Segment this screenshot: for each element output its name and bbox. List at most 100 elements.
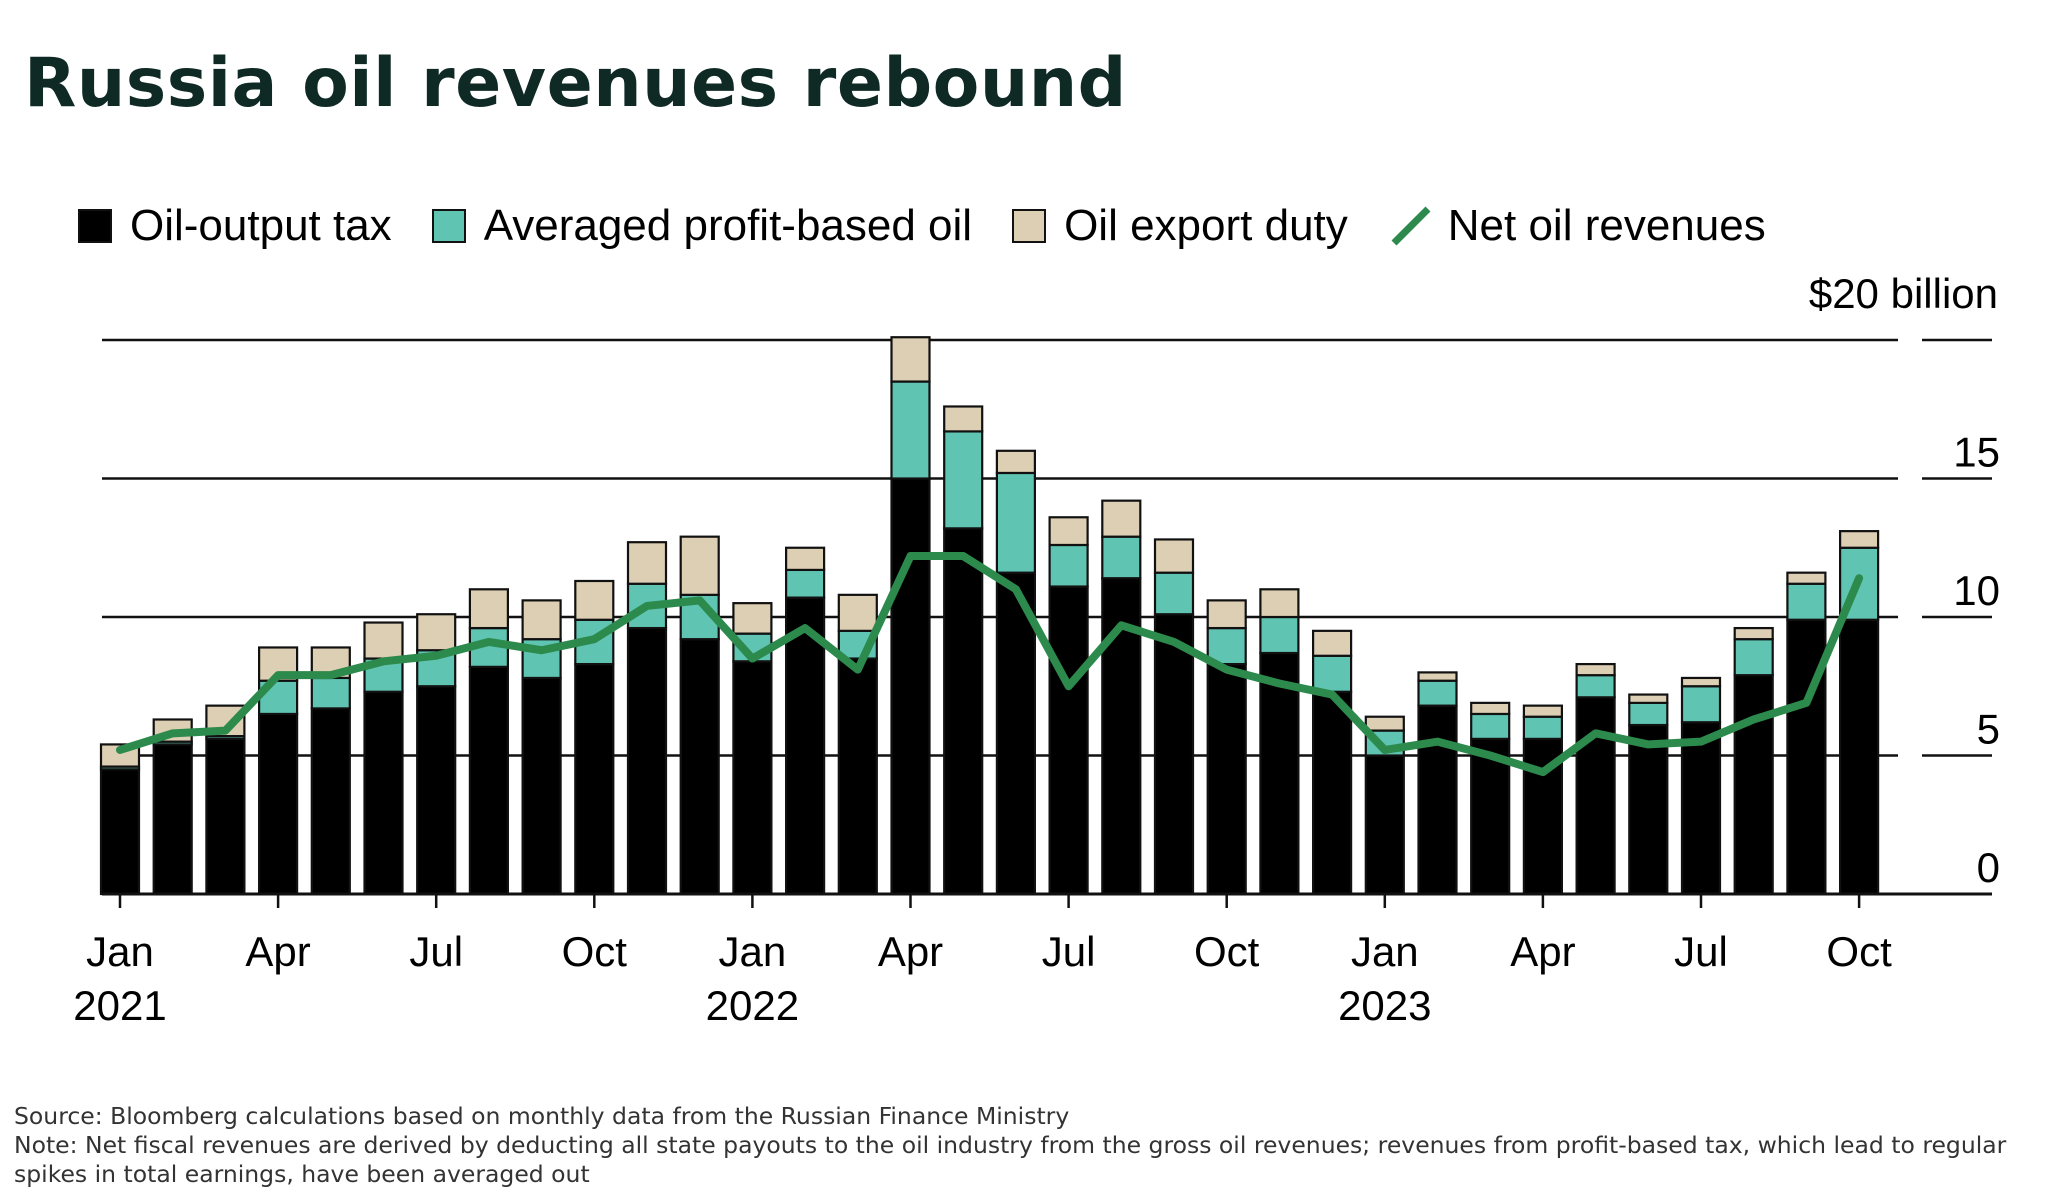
x-tick-label-2022-10: Oct: [1194, 928, 1260, 975]
legend-swatch-export-duty: [1012, 209, 1047, 243]
bar-export_duty-2023-04: [1522, 704, 1564, 718]
legend-item-profit-based: Averaged profit-based oil: [431, 201, 972, 251]
legend-swatch-profit-based: [431, 209, 466, 243]
net-oil-revenues-line: [116, 552, 1864, 777]
x-tick-label-2021-01: Jan: [86, 928, 154, 975]
x-tick-label-2022-04: Apr: [878, 928, 943, 975]
bar-export_duty-2023-05: [1575, 662, 1616, 677]
x-tick-label-2023-01: Jan: [1351, 928, 1419, 975]
bar-export_duty-2022-10: [1206, 599, 1247, 630]
bar-export_duty-2022-09: [1153, 538, 1195, 574]
bar-oil_output_tax-2021-05: [310, 707, 351, 896]
bar-export_duty-2022-05: [943, 405, 984, 433]
bar-oil_output_tax-2021-12: [679, 638, 720, 896]
bar-oil_output_tax-2022-03: [837, 657, 878, 896]
bar-profit_based-2022-06: [995, 471, 1037, 574]
bar-export_duty-2022-11: [1259, 588, 1300, 619]
bar-oil_output_tax-2023-02: [1417, 704, 1458, 896]
bar-oil_output_tax-2023-06: [1628, 723, 1669, 896]
legend-swatch-oil-output-tax: [78, 209, 112, 243]
bar-oil_output_tax-2021-03: [205, 737, 246, 896]
stacked-bar-chart: 0 5 10 15 Jan 2021 Apr Jul Oct Jan 2022 Apr Jul Oct Ja…: [73, 336, 2000, 1029]
bar-oil_output_tax-2022-01: [732, 660, 773, 896]
bar-profit_based-2022-12: [1311, 654, 1353, 693]
x-year-label-2021: 2021: [73, 982, 166, 1029]
x-tick-label-2021-07: Jul: [409, 928, 463, 975]
bar-oil_output_tax-2023-10: [1838, 618, 1880, 896]
bar-profit_based-2023-07: [1680, 685, 1722, 724]
bar-oil_output_tax-2023-03: [1470, 737, 1511, 896]
bar-profit_based-2022-04: [890, 380, 931, 480]
bar-export_duty-2023-01: [1364, 715, 1405, 732]
bar-export_duty-2022-12: [1311, 629, 1353, 657]
bar-profit_based-2022-11: [1259, 615, 1300, 655]
y-tick-label-10: 10: [1953, 567, 2000, 614]
bar-oil_output_tax-2022-11: [1259, 651, 1300, 896]
bar-profit_based-2023-06: [1628, 701, 1669, 727]
bar-export_duty-2022-06: [995, 449, 1037, 475]
bar-profit_based-2022-08: [1101, 535, 1142, 580]
bar-export_duty-2023-06: [1628, 693, 1669, 704]
bar-profit_based-2022-05: [943, 430, 984, 530]
legend-swatch-net-line: [1391, 206, 1431, 246]
bar-oil_output_tax-2022-04: [890, 477, 931, 896]
x-tick-label-2022-07: Jul: [1042, 928, 1096, 975]
bar-oil_output_tax-2022-09: [1153, 613, 1195, 896]
bar-profit_based-2023-09: [1786, 582, 1827, 621]
bar-oil_output_tax-2021-08: [468, 665, 509, 896]
bar-oil_output_tax-2021-06: [363, 690, 404, 896]
bar-export_duty-2021-11: [626, 541, 668, 585]
bar-export_duty-2022-01: [732, 602, 773, 635]
bar-oil_output_tax-2022-10: [1206, 662, 1247, 896]
legend-item-export-duty: Oil export duty: [1012, 201, 1348, 251]
bar-export_duty-2023-08: [1733, 626, 1774, 641]
bar-export_duty-2023-02: [1417, 671, 1458, 682]
source-note: Source: Bloomberg calculations based on …: [14, 1102, 1070, 1130]
x-year-label-2022: 2022: [706, 982, 799, 1029]
y-tick-label-5: 5: [1977, 706, 2000, 753]
bar-oil_output_tax-2021-09: [521, 676, 562, 896]
bar-export_duty-2022-07: [1048, 516, 1089, 547]
bar-profit_based-2022-02: [784, 568, 826, 599]
x-year-label-2023: 2023: [1338, 982, 1431, 1029]
bar-export_duty-2023-07: [1680, 676, 1722, 688]
x-tick-label-2023-04: Apr: [1510, 928, 1575, 975]
bar-export_duty-2021-09: [521, 599, 562, 641]
legend-label-net: Net oil revenues: [1447, 201, 1766, 250]
x-tick-label-2023-10: Oct: [1826, 928, 1892, 975]
legend-label-export-duty: Oil export duty: [1064, 201, 1348, 250]
bar-oil_output_tax-2022-02: [784, 596, 826, 896]
bar-profit_based-2023-08: [1733, 638, 1774, 677]
bar-oil_output_tax-2023-09: [1786, 618, 1827, 896]
bar-oil_output_tax-2021-02: [152, 743, 193, 896]
bar-profit_based-2022-09: [1153, 571, 1195, 616]
bar-oil_output_tax-2021-11: [626, 626, 668, 896]
bar-export_duty-2022-03: [837, 593, 878, 632]
bar-export_duty-2021-10: [574, 579, 615, 621]
bar-export_duty-2022-04: [890, 336, 931, 383]
bar-export_duty-2022-02: [784, 546, 826, 572]
bar-oil_output_tax-2023-01: [1364, 754, 1405, 896]
bar-oil_output_tax-2021-10: [574, 662, 615, 896]
bar-profit_based-2021-05: [310, 676, 351, 710]
bar-export_duty-2023-09: [1786, 571, 1827, 585]
bar-oil_output_tax-2022-05: [943, 527, 984, 896]
bar-oil_output_tax-2023-07: [1680, 721, 1722, 896]
y-tick-label-15: 15: [1953, 429, 2000, 476]
y-tick-label-0: 0: [1977, 844, 2000, 891]
bar-oil_output_tax-2023-05: [1575, 696, 1616, 896]
bar-oil_output_tax-2021-01: [99, 768, 141, 896]
bar-oil_output_tax-2021-04: [258, 712, 299, 896]
y-axis-unit-label: $20 billion: [1808, 270, 1998, 317]
bar-profit_based-2023-03: [1470, 712, 1511, 740]
bar-export_duty-2021-07: [416, 613, 457, 652]
bar-export_duty-2021-12: [679, 535, 720, 596]
legend-item-net: Net oil revenues: [1388, 201, 1766, 251]
x-tick-label-2022-01: Jan: [719, 928, 787, 975]
bar-export_duty-2023-03: [1470, 701, 1511, 716]
bar-profit_based-2023-02: [1417, 679, 1458, 707]
x-tick-label-2021-04: Apr: [245, 928, 310, 975]
chart-title: Russia oil revenues rebound: [24, 44, 1127, 123]
legend-label-oil-output-tax: Oil-output tax: [130, 201, 392, 250]
bar-oil_output_tax-2022-12: [1311, 690, 1353, 896]
